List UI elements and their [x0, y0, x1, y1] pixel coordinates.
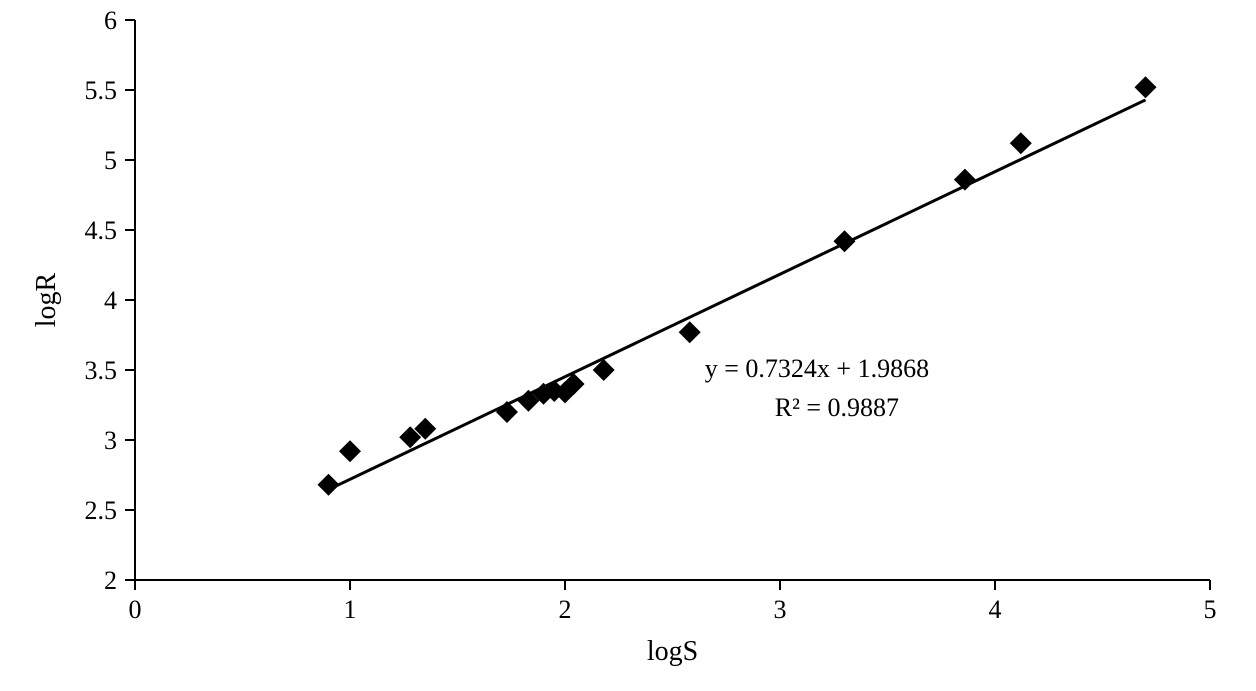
data-point: [496, 401, 518, 423]
y-tick-label: 5.5: [85, 76, 118, 105]
chart-svg: 0 1 2 3 4 5 2 2.5 3 3.5 4 4.5 5 5.5 6 y = 0.7324x + 1.9…: [0, 0, 1256, 691]
equation-line-2: R² = 0.9887: [775, 393, 899, 422]
scatter-chart: 0 1 2 3 4 5 2 2.5 3 3.5 4 4.5 5 5.5 6 y = 0.7324x + 1.9…: [0, 0, 1256, 691]
y-tick-label: 2.5: [85, 496, 118, 525]
data-point: [339, 440, 361, 462]
x-tick-label: 2: [559, 595, 572, 624]
y-tick-label: 3: [104, 426, 117, 455]
x-tick-label: 5: [1204, 595, 1217, 624]
data-point: [1135, 76, 1157, 98]
data-point: [834, 230, 856, 252]
y-tick-label: 3.5: [85, 356, 118, 385]
y-tick-label: 4.5: [85, 216, 118, 245]
y-tick-label: 2: [104, 566, 117, 595]
trendline: [329, 100, 1146, 490]
y-axis-label: logR: [31, 272, 62, 327]
y-tick-label: 4: [104, 286, 117, 315]
equation-line-1: y = 0.7324x + 1.9868: [705, 354, 929, 383]
x-tick-label: 0: [129, 595, 142, 624]
data-point: [679, 321, 701, 343]
y-tick-label: 6: [104, 6, 117, 35]
x-tick-label: 3: [774, 595, 787, 624]
x-axis-label: logS: [647, 636, 698, 667]
y-tick-label: 5: [104, 146, 117, 175]
x-tick-label: 1: [344, 595, 357, 624]
data-point: [318, 474, 340, 496]
x-tick-label: 4: [989, 595, 1002, 624]
data-point: [1010, 132, 1032, 154]
data-point: [954, 169, 976, 191]
